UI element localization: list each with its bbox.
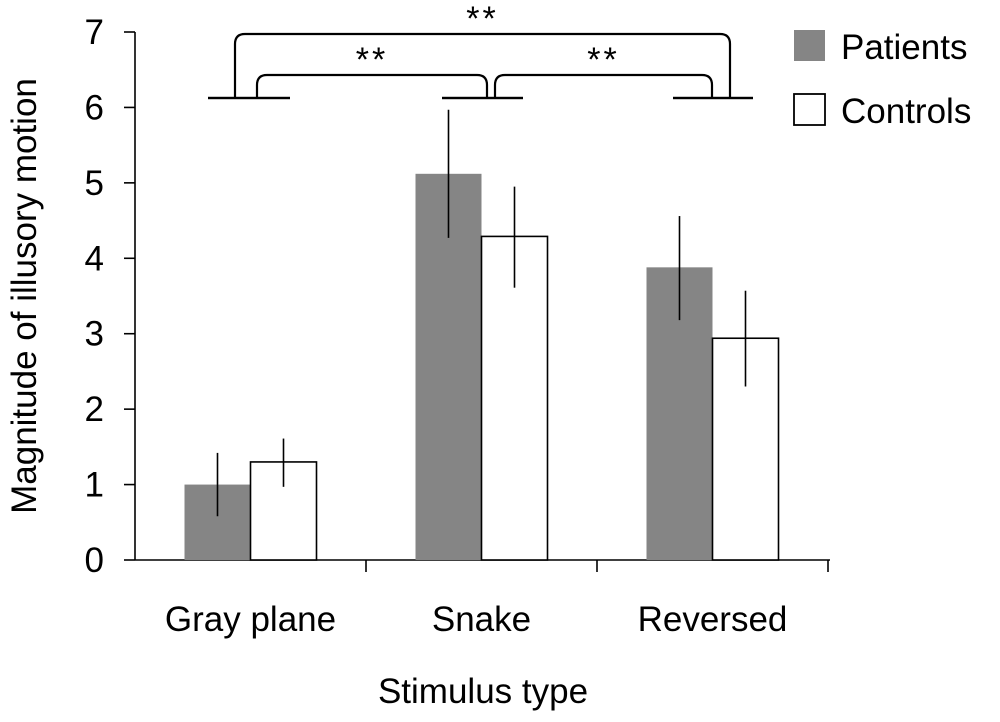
bars <box>184 173 780 561</box>
y-tick-label: 6 <box>85 88 104 127</box>
legend: Patients Controls <box>793 28 971 131</box>
bar-patients <box>415 173 482 560</box>
bar-controls <box>480 235 549 561</box>
legend-label: Controls <box>841 92 971 131</box>
significance-label: ** <box>356 41 388 79</box>
significance-bracket <box>493 73 714 98</box>
significance-brackets: ** ** ** <box>208 0 753 100</box>
x-tick-label: Reversed <box>638 600 788 639</box>
y-axis: 0 1 2 3 4 5 6 7 <box>85 13 136 580</box>
y-tick-label: 2 <box>85 390 104 429</box>
x-tick-label: Snake <box>432 600 531 639</box>
x-axis-label: Stimulus type <box>378 672 588 711</box>
x-axis: Gray plane Snake Reversed <box>135 559 830 639</box>
significance-bracket <box>233 32 732 98</box>
legend-swatch <box>794 30 825 61</box>
legend-swatch <box>793 93 826 126</box>
significance-bracket <box>255 73 489 98</box>
y-tick-label: 4 <box>85 239 104 278</box>
error-bars <box>216 109 747 517</box>
x-tick-label: Gray plane <box>165 600 336 639</box>
y-tick-label: 5 <box>85 164 104 203</box>
y-axis-label: Magnitude of illusory motion <box>5 78 44 514</box>
significance-label: ** <box>466 0 498 38</box>
y-tick-label: 0 <box>85 541 104 580</box>
y-tick-label: 7 <box>85 13 104 52</box>
y-tick-label: 1 <box>85 466 104 505</box>
significance-label: ** <box>587 41 619 79</box>
legend-label: Patients <box>841 28 967 67</box>
y-tick-label: 3 <box>85 315 104 354</box>
